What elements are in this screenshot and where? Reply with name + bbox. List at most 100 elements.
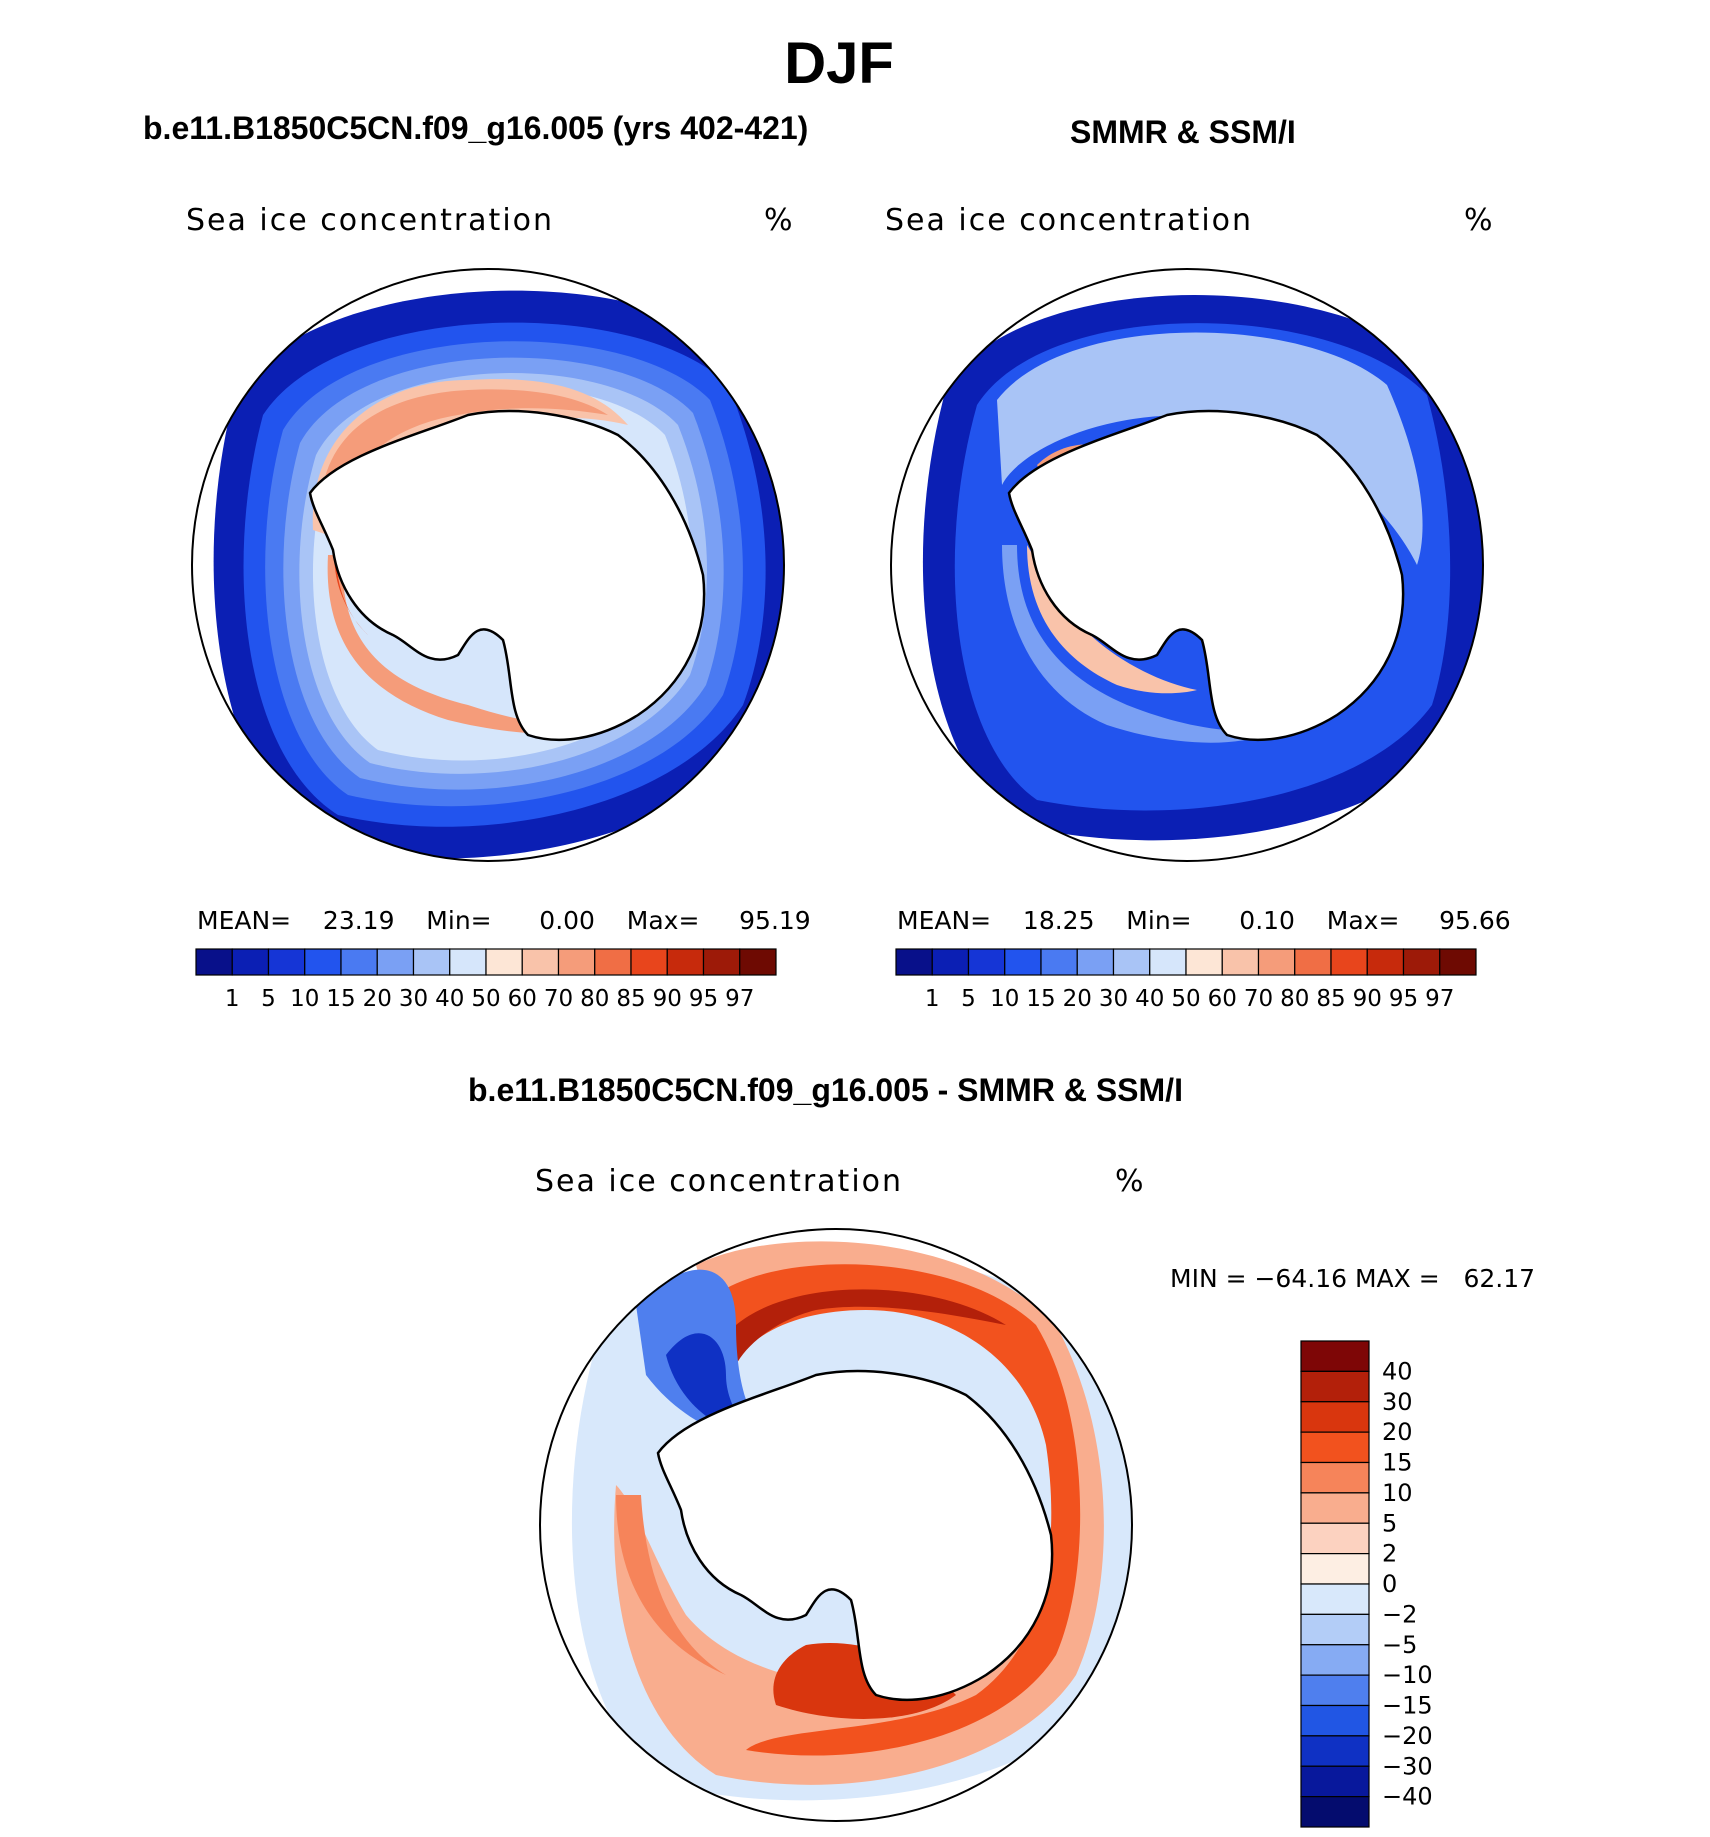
- colorbar-cell: [1300, 1583, 1370, 1615]
- colorbar-cell: [1439, 948, 1477, 976]
- colorbar-cell: [630, 948, 668, 976]
- antarctica-landmass: [308, 409, 706, 741]
- colorbar-tick-label: 70: [1244, 986, 1273, 1012]
- colorbar-cell: [195, 948, 233, 976]
- colorbar-tick-label: 97: [1425, 986, 1454, 1012]
- colorbar-tick-label: 20: [363, 986, 392, 1012]
- map-boundary-circle: [191, 268, 785, 862]
- colorbar-tick-label: 95: [1389, 986, 1418, 1012]
- variable-label: Sea ice concentration: [885, 203, 1254, 238]
- colorbar-tick-label: 1: [225, 986, 240, 1012]
- colorbar-tick-label: 15: [1382, 1449, 1413, 1477]
- colorbar-tick-label: 2: [1382, 1540, 1397, 1568]
- units-label: %: [764, 203, 793, 238]
- max-label: Max=: [1326, 906, 1400, 935]
- colorbar-cell: [702, 948, 741, 976]
- colorbar-cell: [1149, 948, 1187, 976]
- colorbar-cell: [1294, 948, 1332, 976]
- colorbar-tick-label: 85: [1316, 986, 1345, 1012]
- colorbar-cell: [1185, 948, 1223, 976]
- colorbar-tick-label: 60: [508, 986, 537, 1012]
- colorbar-cell: [267, 948, 306, 976]
- colorbar-tick-label: 50: [1171, 986, 1200, 1012]
- colorbar-cell: [1004, 948, 1042, 976]
- colorbar-cell: [1040, 948, 1078, 976]
- colorbar-cell: [231, 948, 270, 976]
- colorbar-cell: [485, 948, 523, 976]
- colorbar-tick-label: 70: [544, 986, 573, 1012]
- colorbar-cell: [666, 948, 705, 976]
- colorbar-tick-label: 10: [1382, 1479, 1413, 1507]
- colorbar-cell: [412, 948, 451, 976]
- colorbar-tick-label: 5: [261, 986, 276, 1012]
- colorbar-tick-label: −20: [1382, 1722, 1433, 1750]
- colorbar-tick-label: 20: [1382, 1418, 1413, 1446]
- colorbar-cell: [1300, 1461, 1370, 1494]
- map-stats: MEAN= 18.25 Min= 0.10 Max= 95.66: [897, 906, 1511, 935]
- colorbar-tick-label: 40: [435, 986, 464, 1012]
- colorbar-tick-label: 97: [725, 986, 754, 1012]
- colorbar-tick-label: 40: [1382, 1357, 1413, 1385]
- map-stats: MEAN= 23.19 Min= 0.00 Max= 95.19: [197, 906, 811, 935]
- panel-title-model: b.e11.B1850C5CN.f09_g16.005 (yrs 402-421…: [143, 110, 809, 146]
- colorbar-tick-label: 30: [1382, 1388, 1413, 1416]
- max-value: 95.66: [1439, 906, 1511, 935]
- mean-value: 23.19: [322, 906, 395, 935]
- max-value: 95.19: [739, 906, 811, 935]
- colorbar-cell: [1330, 948, 1368, 976]
- units-label: %: [1464, 203, 1493, 238]
- colorbar-cell: [1300, 1704, 1370, 1737]
- colorbar-cell: [521, 948, 560, 976]
- min-value: 0.00: [539, 906, 595, 935]
- colorbar-tick-label: 90: [653, 986, 682, 1012]
- colorbar-cell: [1300, 1644, 1370, 1676]
- colorbar-tick-label: −40: [1382, 1783, 1433, 1811]
- colorbar-cell: [340, 948, 378, 976]
- colorbar-cell: [1300, 1340, 1370, 1372]
- colorbar-tick-label: 5: [961, 986, 976, 1012]
- min-label: Min=: [426, 906, 492, 935]
- map-boundary-circle: [890, 268, 1484, 862]
- colorbar-tick-label: 20: [1063, 986, 1092, 1012]
- colorbar-tick-label: 80: [1280, 986, 1309, 1012]
- colorbar-tick-label: 10: [990, 986, 1019, 1012]
- colorbar-cell: [1300, 1522, 1370, 1555]
- figure-title: DJF: [784, 31, 894, 96]
- colorbar-tick-label: −5: [1382, 1631, 1417, 1659]
- min-value: 0.10: [1239, 906, 1295, 935]
- panel-title-obs: SMMR & SSM/I: [1070, 114, 1296, 150]
- colorbar-tick-label: 30: [1099, 986, 1128, 1012]
- colorbar-cell: [376, 948, 415, 976]
- variable-label: Sea ice concentration: [535, 1164, 904, 1199]
- colorbar-tick-label: 90: [1353, 986, 1382, 1012]
- colorbar-cell: [1300, 1735, 1370, 1767]
- colorbar-cell: [1076, 948, 1115, 976]
- colorbar-cell: [967, 948, 1006, 976]
- colorbar-tick-label: −10: [1382, 1661, 1433, 1689]
- mean-value: 18.25: [1022, 906, 1095, 935]
- colorbar-tick-label: 10: [290, 986, 319, 1012]
- colorbar-tick-label: 0: [1382, 1570, 1397, 1598]
- colorbar-tick-label: −30: [1382, 1752, 1433, 1780]
- colorbar-cell: [1112, 948, 1151, 976]
- colorbar-tick-label: 80: [580, 986, 609, 1012]
- colorbar-model: 1 5 10 15 20 30 40 50 60 70 80 85 90 95 97: [195, 948, 777, 1012]
- colorbar-obs: 1 5 10 15 20 30 40 50 60 70 80 85 90 95 97: [895, 948, 1477, 1012]
- colorbar-tick-label: 40: [1135, 986, 1164, 1012]
- colorbar-cell: [1366, 948, 1405, 976]
- panel-title-diff: b.e11.B1850C5CN.f09_g16.005 - SMMR & SSM…: [468, 1072, 1183, 1108]
- colorbar-cell: [1221, 948, 1260, 976]
- colorbar-cell: [1402, 948, 1441, 976]
- colorbar-tick-label: 5: [1382, 1509, 1397, 1537]
- polar-map-obs: [890, 268, 1484, 862]
- colorbar-cell: [1300, 1674, 1370, 1707]
- colorbar-cell: [1300, 1370, 1370, 1403]
- colorbar-tick-label: −2: [1382, 1600, 1417, 1628]
- colorbar-cell: [1300, 1492, 1370, 1524]
- units-label: %: [1115, 1164, 1144, 1199]
- colorbar-cell: [1300, 1553, 1370, 1585]
- colorbar-cell: [931, 948, 970, 976]
- mean-label: MEAN=: [197, 906, 292, 935]
- colorbar-cell: [1300, 1401, 1370, 1433]
